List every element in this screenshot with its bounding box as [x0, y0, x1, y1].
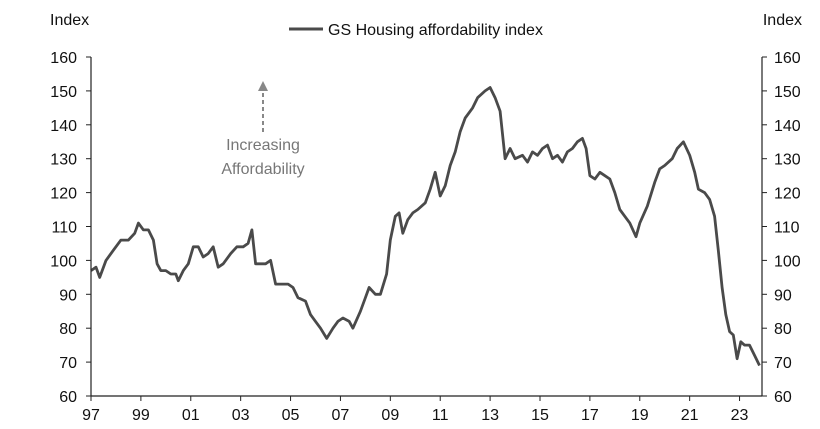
- x-axis: 97 99 01 03 05 07 09 11 13 15 17 19 21 23: [82, 396, 749, 424]
- y-tick-label-right: 60: [774, 389, 792, 406]
- plot-frame: [90, 57, 763, 397]
- x-tick-label: 13: [481, 407, 499, 424]
- annotation-arrow-head: [258, 81, 268, 91]
- x-tick-label: 07: [332, 407, 350, 424]
- right-axis: 60 70 80 90 100 110 120 130 140 150 160: [762, 50, 801, 406]
- y-tick-label-left: 90: [59, 287, 77, 304]
- x-tick-label: 15: [531, 407, 549, 424]
- y-tick-label-right: 110: [774, 220, 800, 237]
- x-tick-label: 21: [681, 407, 699, 424]
- x-tick-label: 09: [381, 407, 399, 424]
- y-tick-label-left: 70: [59, 355, 77, 372]
- annotation-line-1: Increasing: [226, 137, 300, 154]
- y-tick-label-left: 150: [50, 84, 77, 101]
- y-tick-label-left: 130: [50, 152, 77, 169]
- y-tick-label-right: 150: [774, 84, 801, 101]
- y-tick-label-left: 140: [50, 118, 77, 135]
- left-axis-title: Index: [50, 12, 89, 29]
- annotation-line-2: Affordability: [221, 161, 304, 178]
- y-tick-label-right: 160: [774, 50, 801, 67]
- y-tick-label-right: 100: [774, 253, 801, 270]
- x-tick-label: 17: [581, 407, 599, 424]
- y-tick-label-right: 130: [774, 152, 801, 169]
- x-tick-label: 99: [132, 407, 150, 424]
- x-tick-label: 01: [182, 407, 200, 424]
- y-tick-label-right: 120: [774, 186, 801, 203]
- x-tick-label: 05: [282, 407, 300, 424]
- y-tick-label-right: 80: [774, 321, 792, 338]
- y-tick-label-right: 70: [774, 355, 792, 372]
- x-tick-label: 03: [232, 407, 250, 424]
- y-tick-label-left: 120: [50, 186, 77, 203]
- annotation: Increasing Affordability: [221, 81, 305, 178]
- y-tick-label-right: 140: [774, 118, 801, 135]
- y-tick-label-left: 110: [51, 220, 77, 237]
- x-tick-label: 11: [432, 407, 449, 424]
- y-tick-label-left: 60: [59, 389, 77, 406]
- x-tick-label: 23: [731, 407, 749, 424]
- y-tick-label-left: 100: [50, 253, 77, 270]
- y-tick-label-left: 80: [59, 321, 77, 338]
- left-axis: 60 70 80 90 100 110 120 130 140 150 160: [50, 50, 91, 406]
- series-line-housing-affordability: [90, 86, 761, 367]
- y-tick-label-left: 160: [50, 50, 77, 67]
- right-axis-title: Index: [763, 12, 802, 29]
- y-tick-label-right: 90: [774, 287, 792, 304]
- legend: GS Housing affordability index: [289, 22, 543, 39]
- x-tick-label: 97: [82, 407, 100, 424]
- x-tick-label: 19: [631, 407, 649, 424]
- legend-label: GS Housing affordability index: [328, 22, 543, 39]
